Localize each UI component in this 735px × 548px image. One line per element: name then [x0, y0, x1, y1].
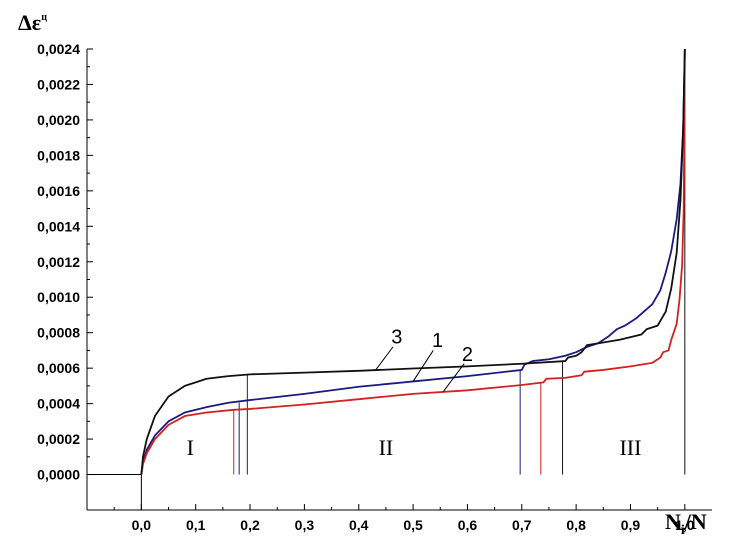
curve-label-leader [374, 346, 394, 372]
y-tick-label: 0,0024 [37, 41, 80, 57]
y-tick-label: 0,0022 [37, 76, 80, 92]
y-tick-label: 0,0010 [37, 289, 80, 305]
series-lines [140, 48, 686, 475]
y-tick-label: 0,0004 [37, 396, 80, 412]
region-label: I [187, 435, 194, 460]
x-tick-label: 0,8 [566, 517, 586, 533]
x-axis-title-main: N [665, 509, 681, 534]
curve-label: 2 [462, 344, 473, 366]
y-tick-label: 0,0006 [37, 360, 80, 376]
y-axis-title-main: Δε [18, 10, 41, 35]
x-axis-title-sub: i [681, 523, 685, 538]
y-tick-label: 0,0008 [37, 325, 80, 341]
curve-label: 1 [432, 330, 443, 352]
x-tick-label: 0,2 [240, 517, 260, 533]
region-label: II [379, 435, 394, 460]
series-line-2 [140, 48, 686, 475]
x-tick-label: 0,6 [458, 517, 478, 533]
x-tick-label: 0,9 [621, 517, 641, 533]
x-axis-title-tail: /N [684, 509, 707, 534]
x-tick-label: 0,4 [349, 517, 369, 533]
y-tick-label: 0,0020 [37, 112, 80, 128]
curve-label-leader [442, 363, 465, 393]
y-tick-label: 0,0016 [37, 183, 80, 199]
y-tick-label: 0,0014 [37, 218, 80, 234]
y-tick-label: 0,0000 [37, 467, 80, 483]
region-label: III [619, 435, 641, 460]
x-tick-label: 0,7 [512, 517, 532, 533]
curve-label: 3 [391, 326, 402, 348]
x-tick-label: 0,0 [132, 517, 152, 533]
y-tick-label: 0,0012 [37, 254, 80, 270]
x-tick-label: 0,3 [295, 517, 315, 533]
series-line-3 [140, 48, 686, 475]
series-line-1 [140, 48, 686, 475]
y-tick-label: 0,0018 [37, 147, 80, 163]
y-axis-title-sup: ц [41, 12, 47, 23]
x-axis-title: Ni/N [665, 509, 707, 538]
y-axis-title: Δεц [18, 10, 47, 35]
curve-label-leader [412, 350, 434, 382]
x-tick-label: 0,1 [186, 517, 206, 533]
x-tick-label: 1,0 [675, 517, 695, 533]
y-tick-label: 0,0002 [37, 431, 80, 447]
axes: 0,00000,00020,00040,00060,00080,00100,00… [37, 41, 712, 533]
x-tick-label: 0,5 [403, 517, 423, 533]
